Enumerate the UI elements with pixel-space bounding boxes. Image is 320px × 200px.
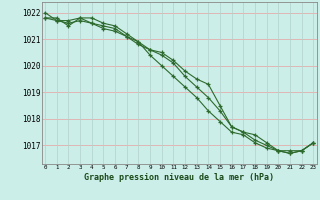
X-axis label: Graphe pression niveau de la mer (hPa): Graphe pression niveau de la mer (hPa) [84, 173, 274, 182]
